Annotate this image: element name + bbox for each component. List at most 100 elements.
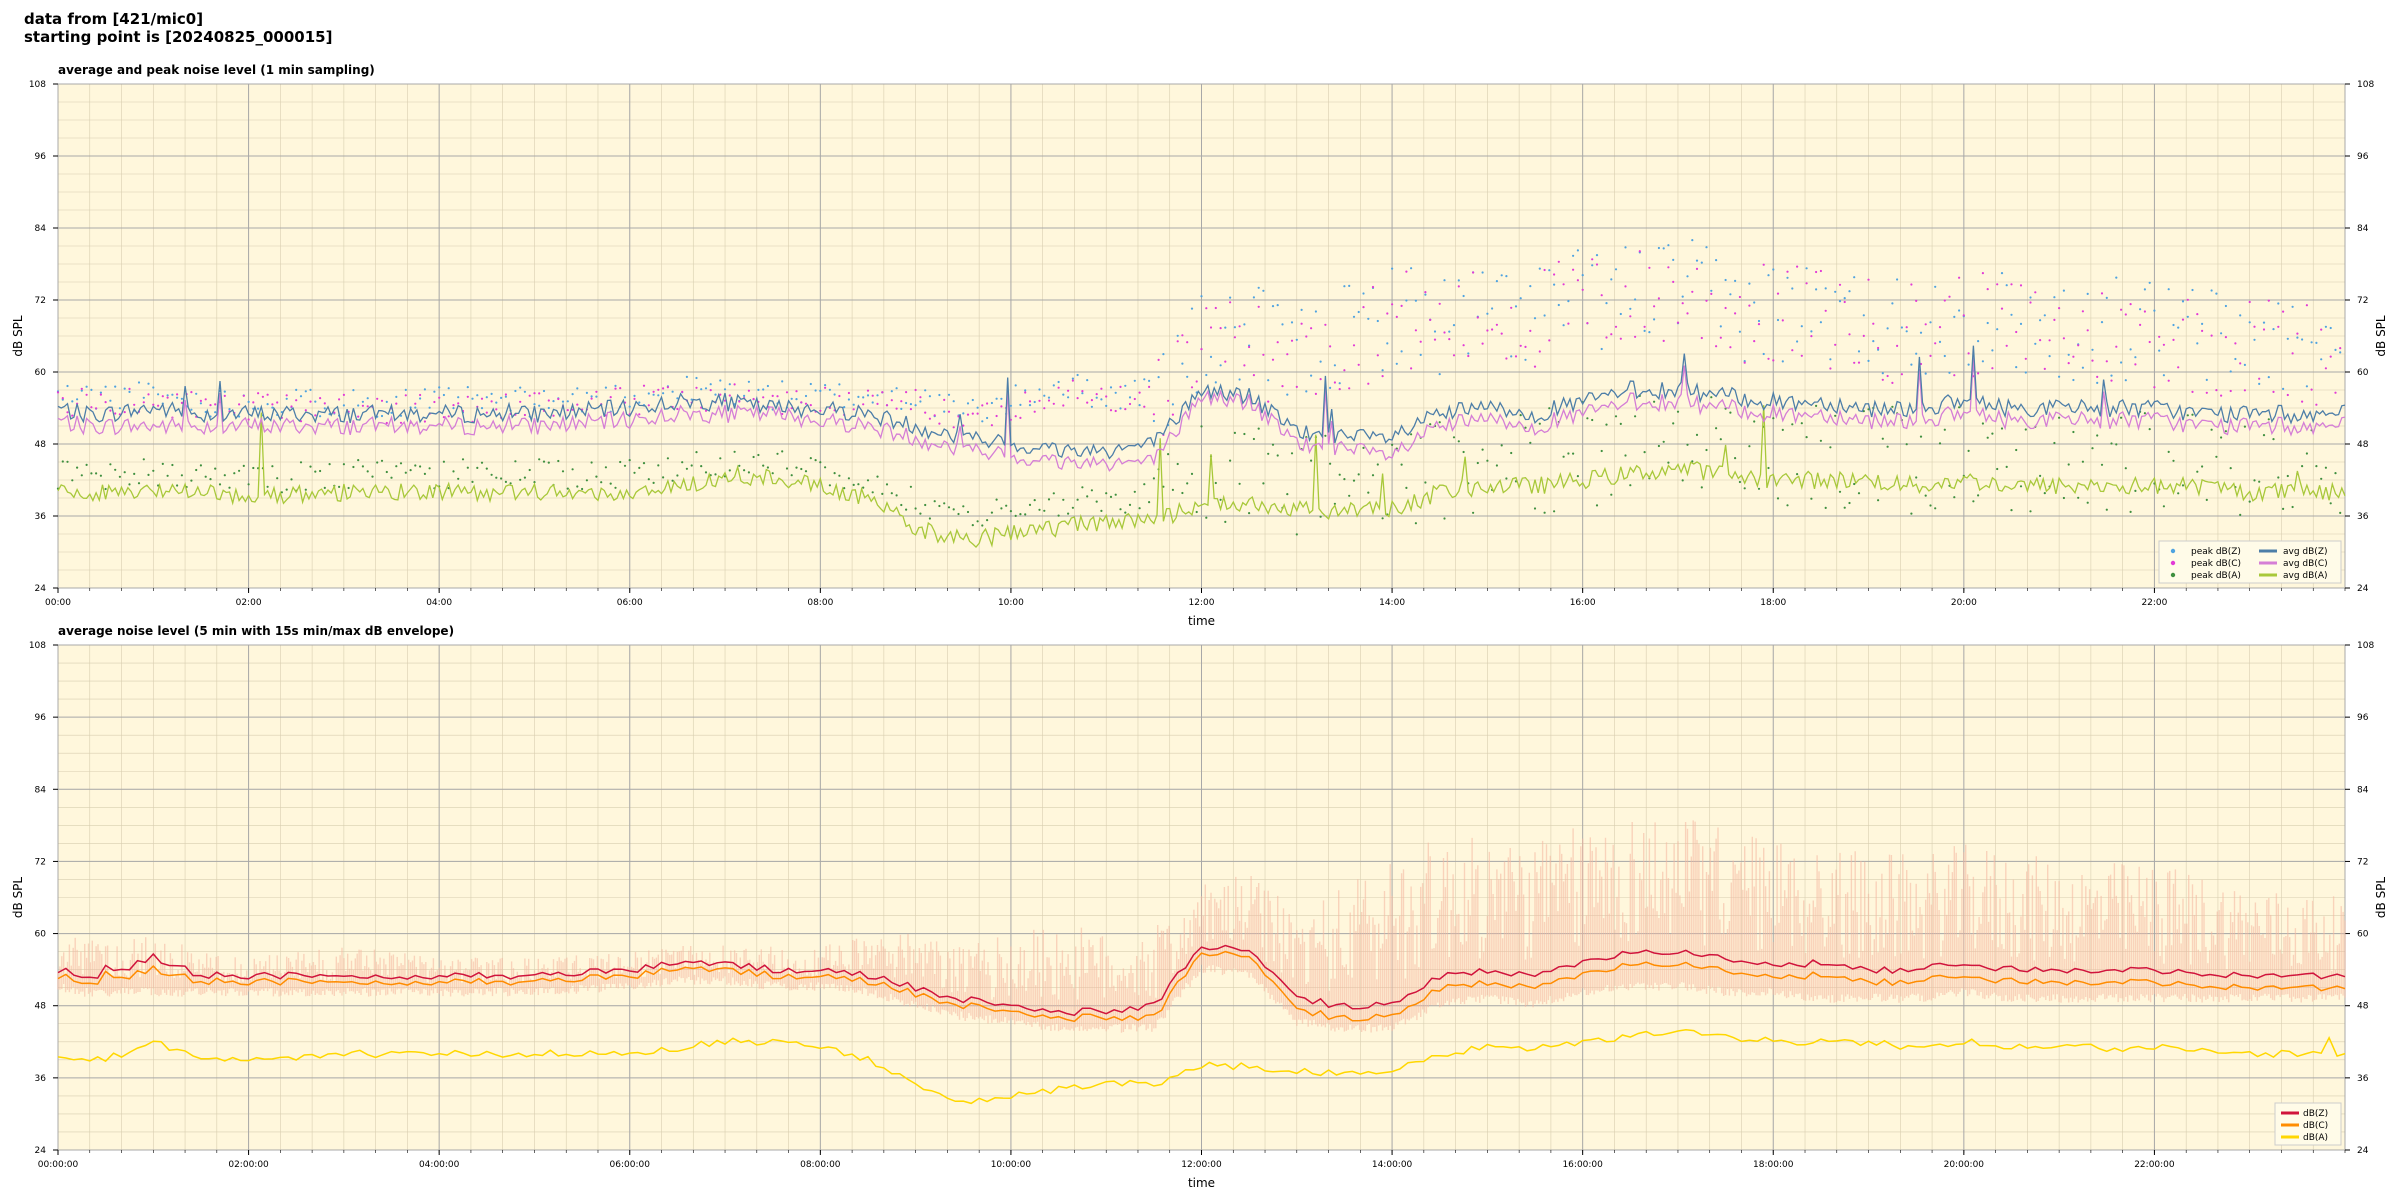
peak-point [2158, 335, 2161, 338]
peak-point [2048, 339, 2051, 342]
peak-point [1281, 323, 1284, 326]
peak-point [1857, 361, 1861, 364]
peak-point [1310, 374, 1313, 377]
peak-point [1691, 460, 1694, 463]
x-tick-label: 22:00 [2141, 598, 2167, 608]
y-axis-label-right: dB SPL [2374, 315, 2388, 357]
peak-point [414, 406, 417, 409]
peak-point [2105, 296, 2108, 299]
peak-point [809, 382, 812, 386]
peak-point [852, 483, 855, 486]
peak-point [785, 467, 789, 470]
peak-point [2339, 347, 2342, 350]
peak-point [2010, 509, 2013, 512]
peak-point [66, 460, 69, 463]
peak-point [104, 487, 107, 491]
peak-point [538, 458, 541, 461]
peak-point [1767, 357, 1770, 360]
peak-point [1791, 349, 1794, 352]
peak-point [1791, 287, 1794, 290]
peak-point [1476, 316, 1479, 319]
peak-point [1610, 278, 1613, 281]
peak-point [542, 460, 546, 463]
peak-point [1462, 450, 1465, 454]
peak-point [376, 461, 379, 464]
peak-point [666, 386, 670, 389]
peak-point [1124, 511, 1127, 514]
peak-point [1348, 494, 1351, 497]
peak-point [1686, 275, 1689, 278]
peak-point [714, 393, 717, 396]
peak-point [1081, 390, 1084, 393]
peak-point [385, 470, 388, 474]
peak-point [71, 414, 74, 417]
peak-point [328, 463, 331, 466]
peak-point [523, 413, 527, 417]
peak-point [209, 404, 212, 407]
peak-point [2277, 476, 2280, 479]
peak-point [56, 391, 60, 394]
peak-point [1958, 309, 1961, 312]
peak-point [900, 503, 903, 507]
peak-point [2129, 510, 2132, 513]
peak-point [2167, 288, 2170, 291]
peak-point [1829, 367, 1832, 370]
peak-point [623, 396, 627, 399]
legend: dB(Z) dB(C) dB(A) [2274, 1102, 2342, 1146]
peak-point [576, 485, 579, 488]
peak-point [1271, 443, 1275, 446]
peak-point [1190, 386, 1194, 389]
peak-point [1505, 275, 1508, 278]
y-tick-label-left: 48 [35, 1002, 47, 1012]
peak-point [2005, 344, 2008, 347]
peak-point [790, 474, 793, 477]
line-dbz [57, 944, 2346, 1017]
peak-point [1629, 307, 1632, 310]
peak-point [895, 407, 898, 410]
peak-point [1024, 513, 1027, 516]
peak-point [1567, 322, 1570, 325]
peak-point [1486, 312, 1489, 315]
peak-point [247, 400, 250, 403]
peak-point [2143, 412, 2146, 415]
peak-point [1343, 478, 1346, 481]
peak-point [271, 465, 274, 468]
peak-point [1553, 273, 1556, 276]
peak-point [1996, 283, 1999, 286]
peak-point [995, 397, 998, 400]
peak-point [1205, 516, 1208, 519]
peak-point [204, 398, 207, 401]
peak-point [2015, 366, 2018, 369]
peak-point [1724, 306, 1727, 310]
peak-point [1457, 440, 1460, 443]
peak-point [966, 413, 970, 416]
peak-point [2062, 337, 2065, 340]
peak-point [2015, 448, 2018, 452]
peak-point [2310, 388, 2313, 391]
peak-point [1119, 508, 1122, 511]
peak-point [1948, 295, 1951, 298]
peak-point [2305, 452, 2308, 455]
legend-label: avg dB(C) [2283, 559, 2328, 569]
peak-point [490, 473, 493, 476]
peak-point [1958, 276, 1961, 279]
peak-point [495, 408, 498, 411]
peak-point [1948, 371, 1951, 374]
peak-point [1133, 379, 1136, 382]
peak-point [933, 500, 936, 503]
peak-point [1715, 427, 1718, 430]
peak-point [152, 469, 155, 472]
peak-point [1448, 338, 1451, 341]
peak-point [2177, 366, 2180, 369]
peak-point [2162, 374, 2165, 377]
peak-point [66, 384, 69, 388]
peak-point [104, 385, 107, 388]
peak-point [557, 459, 560, 463]
peak-point [123, 387, 126, 390]
peak-point [623, 464, 627, 467]
peak-point [1996, 467, 1999, 471]
peak-point [1829, 358, 1832, 361]
peak-point [995, 414, 998, 418]
peak-point [1195, 510, 1198, 514]
peak-point [2224, 336, 2227, 339]
